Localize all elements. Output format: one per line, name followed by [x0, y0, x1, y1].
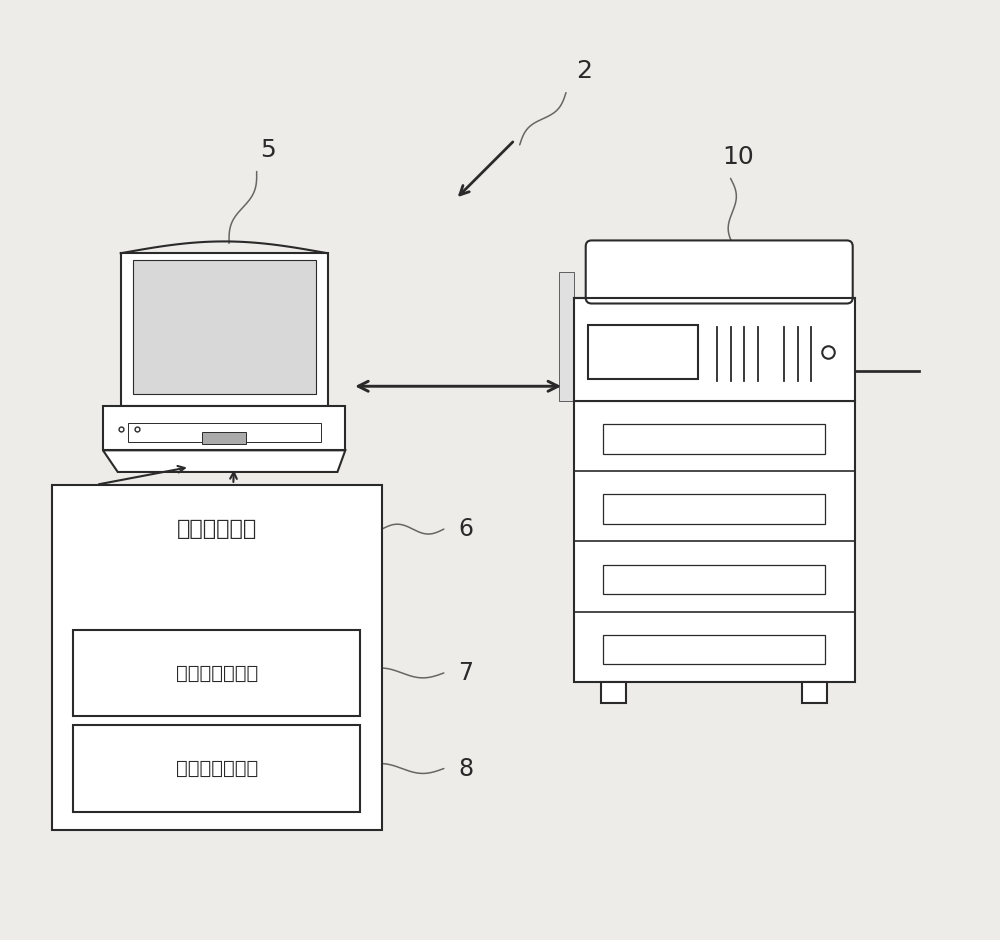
Polygon shape [559, 272, 574, 401]
Polygon shape [103, 450, 345, 472]
Text: 6: 6 [458, 517, 473, 541]
Text: 2: 2 [576, 59, 592, 83]
Polygon shape [202, 431, 246, 445]
Text: 设定信息管理部: 设定信息管理部 [176, 664, 258, 682]
Polygon shape [574, 401, 855, 682]
Text: 任务生成发送部: 任务生成发送部 [176, 759, 258, 778]
Polygon shape [52, 485, 382, 830]
Text: 8: 8 [458, 757, 473, 780]
Polygon shape [73, 630, 360, 716]
Text: 打印机驱动器: 打印机驱动器 [177, 519, 257, 540]
Polygon shape [603, 494, 825, 524]
Polygon shape [603, 565, 825, 594]
Polygon shape [802, 682, 827, 703]
Polygon shape [574, 298, 855, 401]
FancyBboxPatch shape [586, 241, 853, 304]
Polygon shape [603, 634, 825, 665]
Polygon shape [103, 406, 345, 450]
Text: 5: 5 [261, 138, 276, 162]
Polygon shape [121, 253, 328, 406]
Polygon shape [603, 424, 825, 454]
Polygon shape [601, 682, 626, 703]
Polygon shape [73, 725, 360, 812]
Polygon shape [588, 325, 698, 380]
Text: 10: 10 [723, 145, 754, 168]
Polygon shape [128, 423, 321, 443]
Text: 7: 7 [458, 661, 473, 685]
Polygon shape [133, 260, 316, 394]
